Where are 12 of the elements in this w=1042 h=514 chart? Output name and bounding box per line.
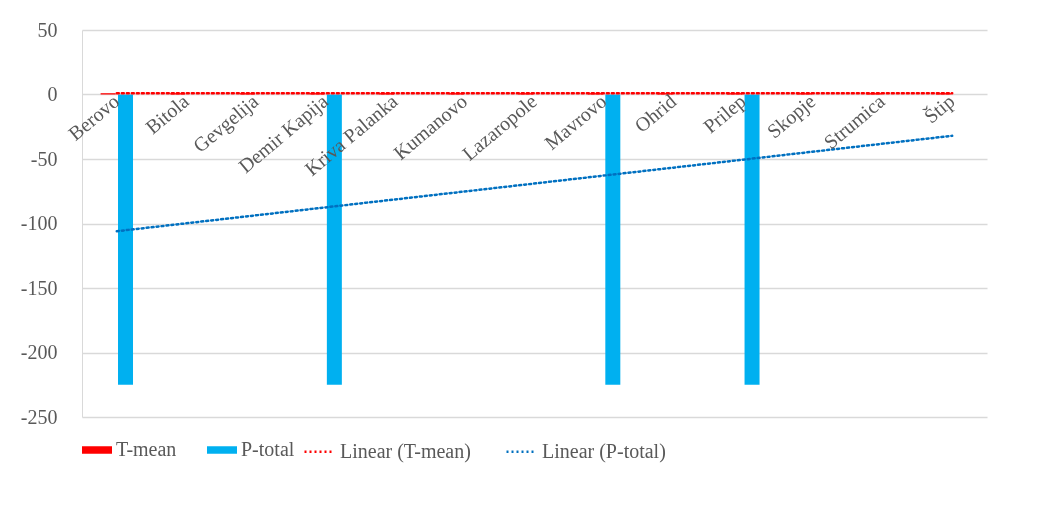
legend-label: T-mean bbox=[116, 438, 177, 460]
legend-label: Linear (P-total) bbox=[542, 439, 666, 463]
y-tick-label: 50 bbox=[37, 18, 58, 41]
y-tick-label: -250 bbox=[20, 405, 58, 428]
y-tick-label: -100 bbox=[20, 212, 58, 234]
y-tick-label: -150 bbox=[20, 276, 58, 299]
legend-label: P-total bbox=[241, 438, 295, 460]
y-tick-label: -50 bbox=[30, 147, 58, 170]
x-tick-label: Štip bbox=[919, 89, 960, 129]
y-tick-label: -200 bbox=[20, 341, 58, 363]
y-tick-label: 0 bbox=[47, 83, 58, 105]
legend-label: Linear (T-mean) bbox=[340, 439, 471, 463]
